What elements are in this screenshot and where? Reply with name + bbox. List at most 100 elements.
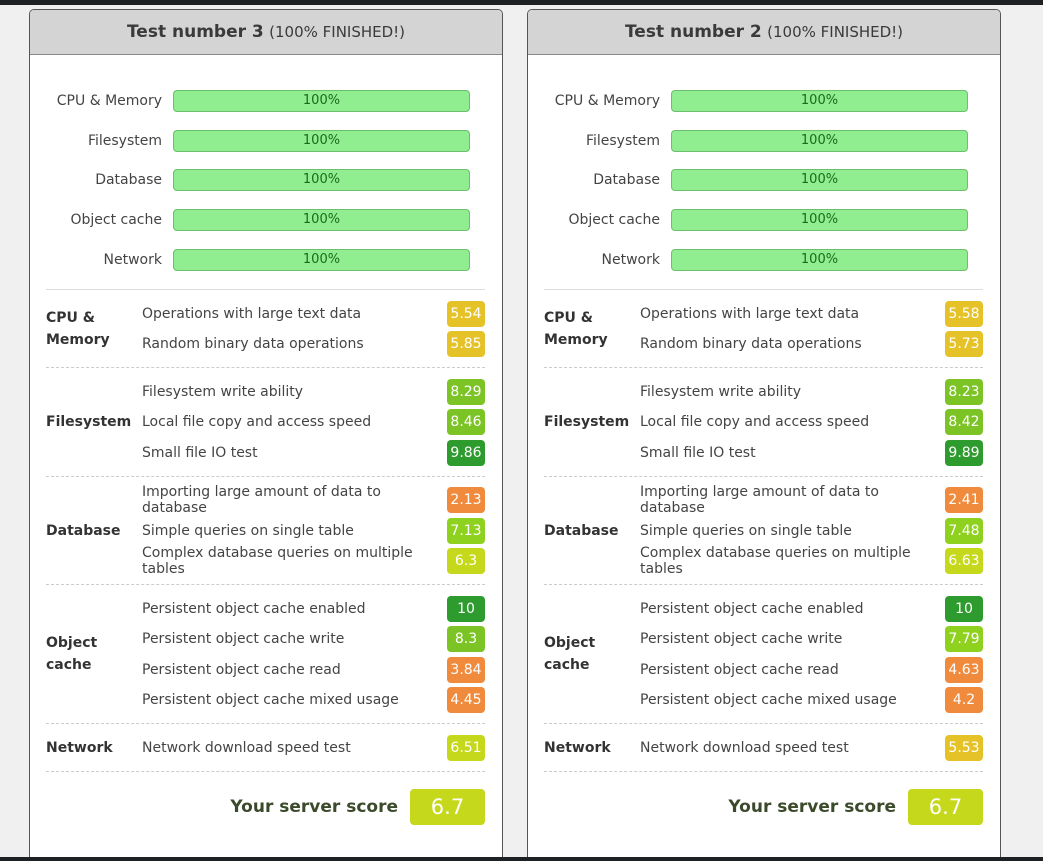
result-item: Persistent object cache enabled 10 [640,593,983,624]
result-label: Filesystem write ability [640,383,802,400]
result-item: Network download speed test 6.51 [142,732,485,763]
result-label: Local file copy and access speed [640,414,870,431]
result-label: Persistent object cache read [640,661,839,678]
progress-label: CPU & Memory [554,92,660,109]
result-item: Operations with large text data 5.58 [640,298,983,329]
result-section: Network Network download speed test 5.53 [544,724,983,772]
server-score: Your server score 6.7 [528,788,983,825]
result-item: Persistent object cache read 4.63 [640,654,983,685]
results-list: CPU & Memory Operations with large text d… [46,289,485,772]
result-item: Random binary data operations 5.85 [142,329,485,360]
server-score-label: Your server score [728,796,896,817]
score-badge: 2.41 [945,487,983,514]
section-name: CPU & Memory [46,309,110,348]
score-badge: 7.13 [447,517,485,544]
result-item: Small file IO test 9.86 [142,437,485,468]
server-score-value: 6.7 [908,788,983,825]
result-label: Network download speed test [142,739,351,756]
progress-bar: 100% [173,129,470,152]
result-section: Object cache Persistent object cache enab… [544,585,983,725]
result-item: Local file copy and access speed 8.42 [640,407,983,438]
progress-row: Object cache 100% [30,200,502,240]
progress-bar: 100% [671,169,968,192]
result-label: Persistent object cache read [142,661,341,678]
result-section: Network Network download speed test 6.51 [46,724,485,772]
progress-row: Filesystem 100% [528,121,1000,161]
bottom-bar [0,857,1043,861]
result-label: Persistent object cache write [142,631,345,648]
test-panel-2: Test number 2 (100% FINISHED!) CPU & Memo… [527,9,1001,859]
result-item: Small file IO test 9.89 [640,437,983,468]
server-score: Your server score 6.7 [30,788,485,825]
score-badge: 4.2 [945,687,983,714]
progress-row: Filesystem 100% [30,121,502,161]
progress-label: Network [601,251,660,268]
result-item: Local file copy and access speed 8.46 [142,407,485,438]
result-section: CPU & Memory Operations with large text d… [46,290,485,369]
panel-header: Test number 3 (100% FINISHED!) [30,10,502,55]
panel-title: Test number 3 [126,22,264,42]
test-panel-3: Test number 3 (100% FINISHED!) CPU & Memo… [29,9,503,859]
section-name: Filesystem [46,414,132,431]
score-badge: 8.23 [945,378,983,405]
result-item: Importing large amount of data to databa… [142,484,485,516]
section-items: Filesystem write ability 8.23 Local file c… [640,376,983,468]
results-list: CPU & Memory Operations with large text d… [544,289,983,772]
section-items: Network download speed test 5.53 [640,732,983,763]
result-item: Network download speed test 5.53 [640,732,983,763]
progress-label: Object cache [568,211,660,228]
result-item: Persistent object cache enabled 10 [142,593,485,624]
score-badge: 3.84 [447,656,485,683]
result-item: Complex database queries on multiple tab… [142,545,485,578]
progress-bar: 100% [173,208,470,231]
section-name: Database [544,522,619,539]
result-item: Random binary data operations 5.73 [640,329,983,360]
section-items: Filesystem write ability 8.29 Local file c… [142,376,485,468]
progress-row: Object cache 100% [528,200,1000,240]
progress-label: Filesystem [87,132,162,149]
result-item: Operations with large text data 5.54 [142,298,485,329]
score-badge: 10 [945,595,983,622]
result-label: Operations with large text data [640,305,860,322]
score-badge: 7.48 [945,517,983,544]
progress-row: Network 100% [528,240,1000,280]
score-badge: 8.46 [447,409,485,436]
score-badge: 5.58 [945,300,983,327]
score-badge: 8.3 [447,626,485,653]
score-badge: 5.73 [945,331,983,358]
result-section: Database Importing large amount of data t… [46,477,485,586]
progress-list: CPU & Memory 100% Filesystem 100% Database 10… [30,55,502,279]
result-label: Complex database queries on multiple tab… [142,545,413,578]
score-badge: 8.29 [447,378,485,405]
server-score-value: 6.7 [410,788,485,825]
result-item: Importing large amount of data to databa… [640,484,983,516]
result-item: Persistent object cache write 8.3 [142,624,485,655]
progress-bar: 100% [173,169,470,192]
result-label: Local file copy and access speed [142,414,372,431]
score-badge: 7.79 [945,626,983,653]
progress-label: Network [103,251,162,268]
progress-row: CPU & Memory 100% [30,81,502,121]
section-items: Persistent object cache enabled 10 Persist… [142,593,485,715]
result-item: Filesystem write ability 8.29 [142,376,485,407]
section-name: Network [544,739,611,756]
result-item: Filesystem write ability 8.23 [640,376,983,407]
score-badge: 8.42 [945,409,983,436]
result-label: Operations with large text data [142,305,362,322]
progress-label: CPU & Memory [56,92,162,109]
score-badge: 9.89 [945,439,983,466]
result-label: Small file IO test [640,444,756,461]
result-label: Persistent object cache enabled [142,600,366,617]
result-label: Simple queries on single table [142,522,354,539]
score-badge: 6.51 [447,734,485,761]
progress-list: CPU & Memory 100% Filesystem 100% Database 10… [528,55,1000,279]
result-label: Simple queries on single table [640,522,852,539]
panel-status: (100% FINISHED!) [767,23,904,41]
top-bar [0,0,1043,5]
progress-row: Network 100% [30,240,502,280]
progress-bar: 100% [671,89,968,112]
section-name: Filesystem [544,414,630,431]
result-label: Persistent object cache mixed usage [142,692,399,709]
section-name: Object cache [544,635,596,674]
section-items: Importing large amount of data to databa… [142,484,485,578]
